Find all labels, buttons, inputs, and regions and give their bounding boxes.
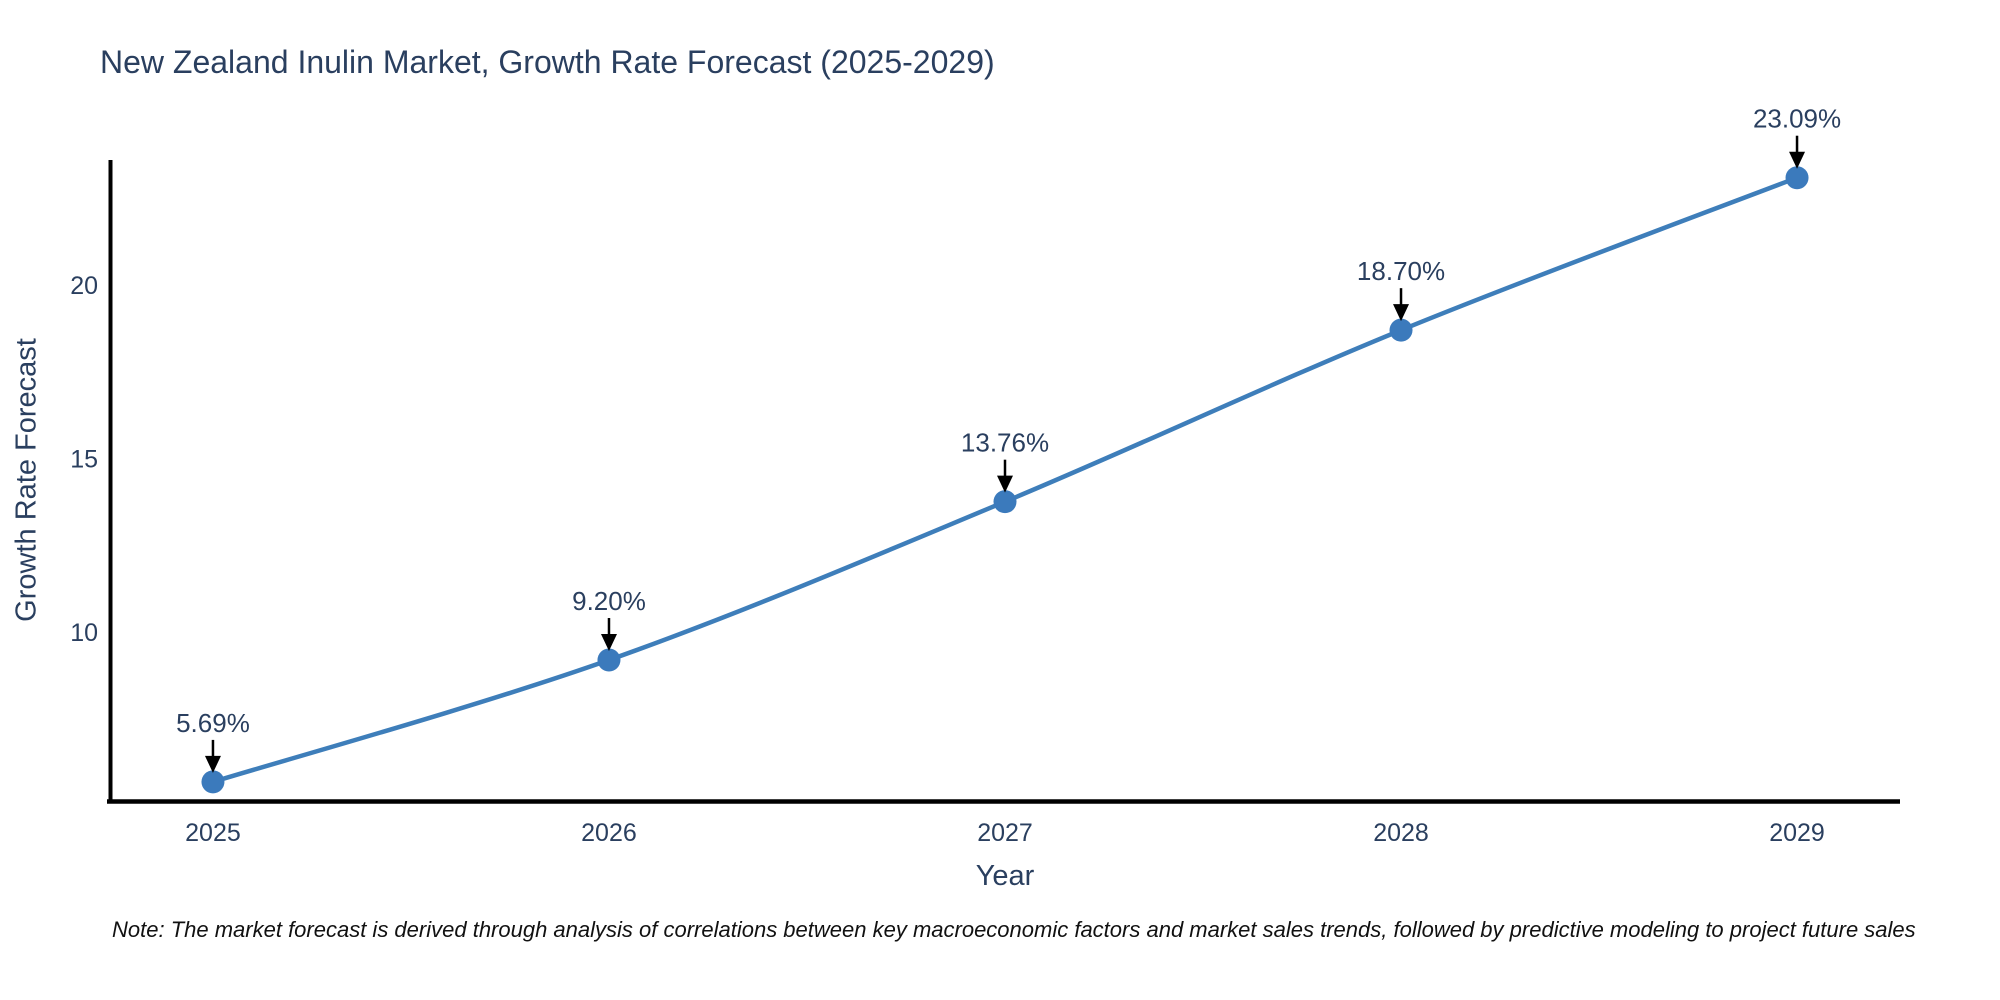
annotation-arrowhead (204, 755, 221, 773)
annotation-label: 13.76% (961, 428, 1049, 458)
footnote: Note: The market forecast is derived thr… (112, 917, 1916, 942)
annotation-arrowhead (600, 634, 617, 652)
data-point-marker (993, 490, 1017, 514)
annotation-label: 23.09% (1753, 104, 1841, 134)
annotation-arrowhead (1393, 304, 1410, 322)
annotation-label: 5.69% (176, 708, 250, 738)
y-tick-label: 15 (70, 446, 98, 474)
data-point-marker (597, 648, 621, 672)
y-tick-label: 20 (70, 272, 98, 300)
x-tick-label: 2026 (581, 819, 637, 847)
x-tick-label: 2029 (1769, 819, 1825, 847)
annotation-label: 18.70% (1357, 256, 1445, 286)
x-axis-title: Year (975, 860, 1035, 892)
x-tick-label: 2027 (977, 819, 1033, 847)
x-tick-label: 2028 (1373, 819, 1429, 847)
data-point-marker (201, 770, 225, 794)
x-tick-label: 2025 (185, 819, 241, 847)
annotation-arrowhead (997, 475, 1013, 493)
data-point-marker (1389, 318, 1413, 342)
chart-title: New Zealand Inulin Market, Growth Rate F… (100, 44, 995, 80)
annotation-arrowhead (1789, 151, 1806, 169)
y-tick-label: 10 (70, 619, 98, 647)
data-point-marker (1785, 166, 1809, 190)
annotation-label: 9.20% (572, 586, 646, 616)
